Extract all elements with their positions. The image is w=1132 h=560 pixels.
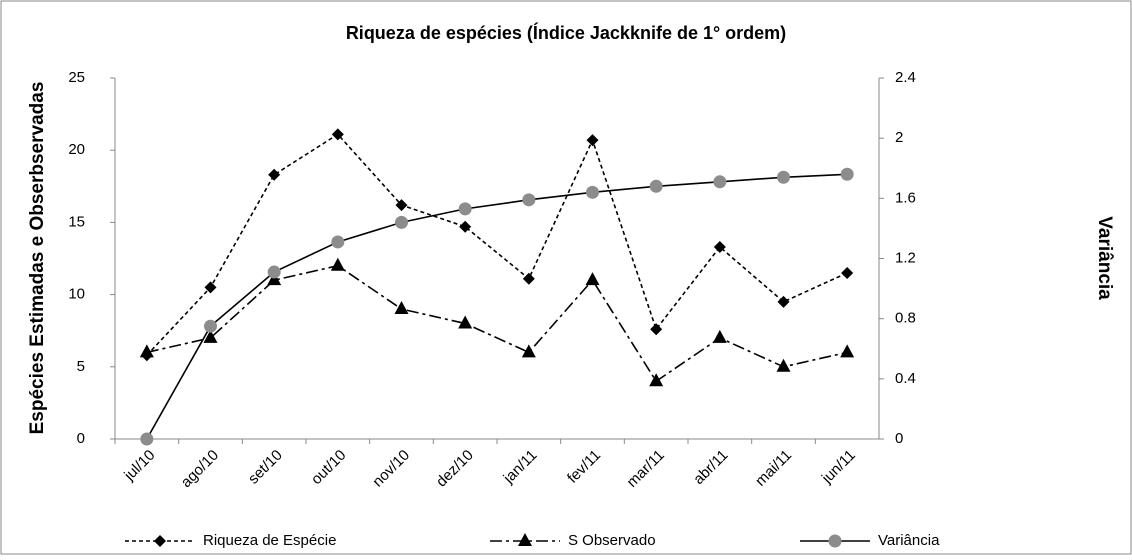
marker-triangle bbox=[776, 358, 791, 372]
legend-label: Variância bbox=[878, 532, 940, 549]
marker-triangle bbox=[203, 329, 218, 343]
marker-circle bbox=[522, 193, 536, 207]
marker-triangle bbox=[521, 344, 536, 358]
y-tick-label: 25 bbox=[68, 69, 85, 86]
marker-diamond bbox=[841, 266, 854, 279]
marker-diamond bbox=[713, 240, 726, 253]
marker-diamond bbox=[154, 535, 166, 547]
marker-circle bbox=[828, 534, 842, 548]
marker-circle bbox=[331, 235, 345, 249]
y2-tick-label: 1.2 bbox=[895, 249, 916, 266]
marker-diamond bbox=[777, 295, 790, 308]
y-axis-title: Espécies Estimadas e Obserbservadas bbox=[27, 82, 48, 435]
marker-triangle bbox=[139, 344, 154, 358]
marker-circle bbox=[140, 432, 154, 446]
marker-triangle bbox=[267, 272, 282, 286]
marker-circle bbox=[458, 202, 472, 216]
marker-diamond bbox=[586, 134, 599, 147]
marker-diamond bbox=[204, 281, 217, 294]
marker-circle bbox=[267, 265, 281, 279]
y2-tick-label: 2.4 bbox=[895, 69, 916, 86]
marker-triangle bbox=[518, 533, 532, 546]
legend-label: Riqueza de Espécie bbox=[203, 532, 336, 549]
y-tick-label: 15 bbox=[68, 213, 85, 230]
marker-diamond bbox=[395, 199, 408, 212]
marker-circle bbox=[204, 319, 217, 333]
marker-triangle bbox=[840, 344, 855, 358]
marker-triangle bbox=[712, 329, 727, 343]
y2-tick-label: 0.4 bbox=[895, 370, 916, 387]
marker-diamond bbox=[331, 128, 344, 141]
marker-triangle bbox=[394, 301, 409, 315]
y-tick-label: 5 bbox=[77, 358, 85, 375]
marker-triangle bbox=[585, 272, 600, 286]
marker-diamond bbox=[459, 220, 472, 233]
marker-diamond bbox=[522, 272, 535, 285]
y2-tick-label: 0 bbox=[895, 430, 903, 447]
marker-triangle bbox=[330, 257, 345, 271]
marker-circle bbox=[395, 215, 408, 229]
y2-axis-title: Variância bbox=[1094, 216, 1115, 300]
series-line bbox=[146, 173, 848, 440]
marker-triangle bbox=[649, 373, 664, 387]
marker-circle bbox=[586, 185, 599, 199]
marker-circle bbox=[777, 170, 790, 184]
y2-tick-label: 1.6 bbox=[895, 189, 916, 206]
marker-circle bbox=[713, 175, 727, 189]
series-line bbox=[146, 264, 848, 383]
y-tick-label: 0 bbox=[77, 430, 85, 447]
marker-circle bbox=[649, 179, 663, 193]
legend-label: S Observado bbox=[568, 532, 656, 549]
marker-triangle bbox=[458, 315, 473, 329]
y-tick-label: 20 bbox=[68, 141, 85, 158]
y2-tick-label: 2 bbox=[895, 129, 903, 146]
y-tick-label: 10 bbox=[68, 286, 85, 303]
marker-circle bbox=[840, 167, 854, 181]
marker-diamond bbox=[650, 323, 663, 336]
y2-tick-label: 0.8 bbox=[895, 310, 916, 327]
chart-title: Riqueza de espécies (Índice Jackknife de… bbox=[346, 22, 786, 43]
marker-diamond bbox=[268, 168, 281, 181]
